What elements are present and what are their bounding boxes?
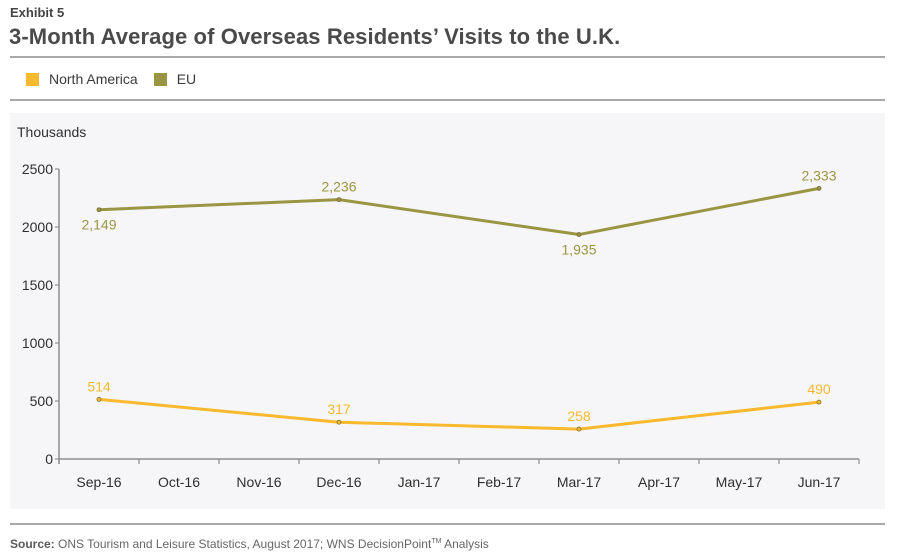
legend-label-north-america: North America bbox=[49, 71, 138, 87]
legend-swatch-eu bbox=[153, 72, 167, 86]
data-point-eu bbox=[336, 197, 342, 203]
data-point-eu bbox=[816, 185, 822, 191]
y-tick-label: 2500 bbox=[22, 161, 53, 177]
y-tick-label: 500 bbox=[30, 393, 54, 409]
data-label-eu: 2,236 bbox=[321, 179, 356, 195]
source-note: Source: ONS Tourism and Leisure Statisti… bbox=[10, 537, 489, 551]
x-tick-label: Jun-17 bbox=[798, 474, 841, 490]
source-text: ONS Tourism and Leisure Statistics, Augu… bbox=[54, 537, 432, 551]
x-tick-label: Apr-17 bbox=[638, 474, 680, 490]
axes: 0 500 1000 1500 2000 2500 Sep-16 Oct-16 Nov-16 De… bbox=[22, 161, 860, 490]
x-tick-label: Jan-17 bbox=[398, 474, 441, 490]
y-tick-label: 1000 bbox=[22, 335, 53, 351]
series-line-eu bbox=[98, 186, 820, 237]
data-point-north-america bbox=[96, 396, 102, 402]
data-label-north-america: 490 bbox=[807, 381, 831, 397]
series-line-north-america bbox=[98, 397, 820, 431]
legend-item-north-america: North America bbox=[26, 71, 138, 87]
data-label-north-america: 258 bbox=[567, 408, 591, 424]
plot-background bbox=[10, 113, 885, 509]
data-label-north-america: 514 bbox=[87, 378, 111, 394]
y-tick-label: 0 bbox=[45, 451, 53, 467]
data-point-north-america bbox=[816, 399, 822, 405]
data-label-eu: 2,149 bbox=[81, 217, 116, 233]
x-tick-label: Mar-17 bbox=[557, 474, 602, 490]
y-tick-label: 2000 bbox=[22, 219, 53, 235]
x-tick-label: Nov-16 bbox=[236, 474, 281, 490]
x-tick-label: May-17 bbox=[716, 474, 763, 490]
y-tick-label: 1500 bbox=[22, 277, 53, 293]
source-suffix: Analysis bbox=[441, 537, 489, 551]
source-label: Source: bbox=[10, 537, 55, 551]
series-eu: 2,149 2,236 1,935 2,333 bbox=[81, 167, 836, 257]
x-tick-label: Oct-16 bbox=[158, 474, 200, 490]
data-label-eu: 1,935 bbox=[561, 242, 596, 258]
legend: North America EU bbox=[26, 71, 212, 87]
data-point-north-america bbox=[576, 426, 582, 432]
legend-swatch-north-america bbox=[26, 72, 39, 86]
data-label-eu: 2,333 bbox=[801, 167, 836, 183]
title-divider bbox=[10, 56, 885, 58]
x-tick-label: Dec-16 bbox=[316, 474, 361, 490]
legend-label-eu: EU bbox=[176, 71, 197, 87]
chart-title: 3-Month Average of Overseas Residents’ V… bbox=[9, 24, 621, 49]
x-tick-label: Sep-16 bbox=[76, 474, 121, 490]
data-point-north-america bbox=[336, 419, 342, 425]
footer-divider bbox=[10, 523, 885, 525]
y-axis-unit-label: Thousands bbox=[17, 124, 86, 140]
trademark: TM bbox=[431, 538, 442, 545]
series-group: 514 317 258 490 2,149 2,236 1,935 2,333 bbox=[81, 167, 837, 432]
data-point-eu bbox=[96, 207, 102, 213]
data-point-eu bbox=[576, 232, 582, 237]
legend-item-eu: EU bbox=[153, 71, 197, 87]
x-tick-label: Feb-17 bbox=[477, 474, 522, 490]
exhibit-label: Exhibit 5 bbox=[10, 5, 65, 20]
legend-divider bbox=[10, 99, 885, 101]
series-north-america: 514 317 258 490 bbox=[87, 378, 831, 432]
data-label-north-america: 317 bbox=[327, 401, 351, 417]
